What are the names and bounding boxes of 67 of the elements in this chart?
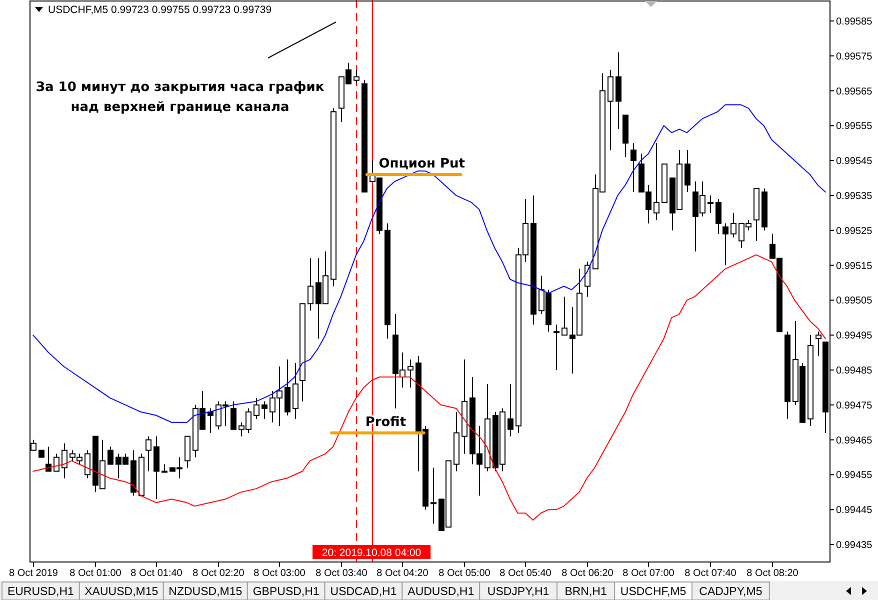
y-tick-label: 0.99515 [836, 260, 873, 272]
candlestick [354, 69, 360, 84]
candlestick [230, 400, 236, 430]
candlestick [84, 450, 90, 479]
x-tick-label: 8 Oct 03:00 [254, 568, 306, 579]
y-tick-label: 0.99465 [836, 435, 873, 446]
y-tick-label: 0.99575 [836, 51, 873, 62]
candlestick [716, 198, 722, 234]
x-tick-label: 8 Oct 2019 [9, 568, 58, 579]
candlestick [62, 442, 68, 479]
candlestick [684, 150, 690, 192]
x-tick-label: 8 Oct 03:40 [316, 568, 368, 579]
ref-line-label: 20: 2019.10.08 04:00 [322, 547, 422, 559]
candlestick [584, 261, 590, 298]
candlestick [708, 194, 714, 214]
y-tick-label: 0.99495 [836, 330, 873, 342]
text: NZDUSD,M15 [168, 586, 242, 598]
text: USDCHF,M5 [620, 586, 686, 598]
candlestick [562, 296, 568, 336]
text: GBPUSD,H1 [252, 586, 320, 598]
x-tick-label: 8 Oct 04:20 [376, 568, 429, 579]
x-tick-label: 8 Oct 06:20 [562, 568, 614, 579]
x-tick-label: 8 Oct 07:40 [684, 568, 737, 579]
y-tick-label: 0.99485 [836, 366, 873, 377]
candlestick [722, 222, 728, 266]
x-tick-label: 8 Oct 07:00 [622, 568, 675, 579]
candlestick [430, 467, 436, 524]
candlestick [54, 453, 60, 472]
annotation: За 10 минут до закрытия часа график над верхней границе канала [36, 80, 324, 115]
text: XAUUSD,M15 [84, 586, 158, 598]
y-tick-label: 0.99445 [836, 505, 873, 516]
candlestick [262, 400, 268, 420]
candlestick [108, 446, 114, 465]
candlestick [654, 142, 660, 220]
text: BRN,H1 [564, 586, 607, 598]
text: CADJPY,M5 [699, 586, 762, 598]
y-tick-label: 0.99475 [836, 400, 873, 412]
x-tick-label: 8 Oct 01:40 [130, 568, 183, 579]
candlestick [816, 331, 822, 357]
y-tick-label: 0.99555 [836, 121, 873, 132]
x-tick-label: 8 Oct 02:20 [192, 568, 245, 579]
candlestick [308, 258, 314, 312]
x-tick-label: 8 Oct 08:20 [746, 568, 799, 579]
text: AUDUSD,H1 [408, 586, 474, 598]
candlestick [408, 359, 414, 388]
x-tick-label: 8 Oct 05:00 [438, 568, 491, 579]
chart-title: USDCHF,M5 0.99723 0.99755 0.99723 0.99739 [48, 4, 272, 16]
text: USDCAD,H1 [330, 586, 397, 598]
x-tick-label: 8 Oct 05:40 [500, 568, 552, 579]
candlestick [146, 436, 152, 472]
candlestick [630, 142, 636, 192]
text: EURUSD,H1 [7, 586, 74, 598]
y-tick-label: 0.99505 [836, 296, 873, 307]
y-tick-label: 0.99525 [836, 226, 873, 237]
candlestick [254, 397, 260, 420]
y-tick-label: 0.99455 [836, 470, 873, 482]
y-tick-label: 0.99545 [836, 156, 873, 168]
y-tick-label: 0.99535 [836, 190, 873, 202]
y-tick-label: 0.99565 [836, 86, 873, 98]
candlestick [554, 324, 560, 371]
text: USDJPY,H1 [487, 586, 550, 598]
y-tick-label: 0.99585 [836, 16, 873, 28]
candlestick [730, 212, 736, 238]
x-tick-label: 8 Oct 01:00 [70, 568, 122, 579]
y-tick-label: 0.99435 [836, 540, 873, 552]
candlestick [508, 383, 514, 437]
series-label: Опцион Put [378, 156, 465, 172]
